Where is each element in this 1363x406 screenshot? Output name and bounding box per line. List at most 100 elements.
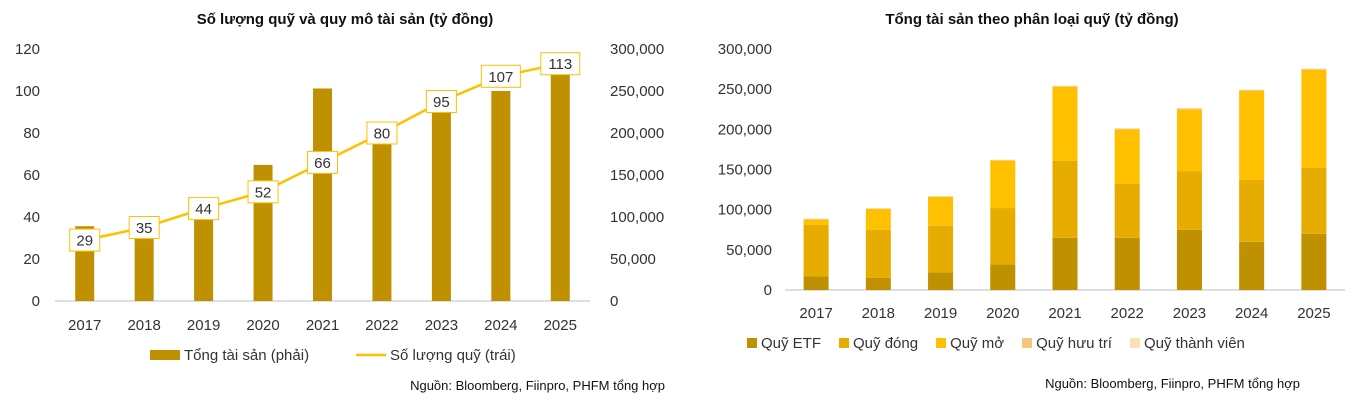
y-tick-label: 150,000 — [718, 162, 772, 179]
x-tick-label: 2017 — [799, 305, 832, 322]
legend-item: Quỹ hưu trí — [1022, 335, 1113, 352]
stacked-bar-segment — [1114, 183, 1140, 238]
stacked-bar-segment — [1239, 89, 1265, 91]
stacked-bar-segment — [865, 229, 891, 278]
y-left-tick-label: 40 — [23, 209, 40, 226]
data-label-box — [128, 216, 160, 239]
total-assets-bar — [372, 133, 392, 301]
stacked-bar-segment — [1114, 128, 1140, 130]
legend-item: Quỹ mở — [936, 335, 1004, 352]
chart-title: Số lượng quỹ và quy mô tài sản (tỷ đồng) — [197, 11, 494, 28]
data-label-box — [540, 52, 581, 76]
legend-label: Quỹ thành viên — [1144, 335, 1245, 352]
data-label-text: 29 — [76, 233, 93, 250]
y-left-tick-label: 20 — [23, 251, 40, 268]
data-label-box — [366, 121, 398, 145]
legend-swatch — [936, 338, 947, 348]
x-tick-label: 2024 — [1235, 305, 1268, 322]
y-left-tick-label: 60 — [23, 167, 40, 184]
stacked-bar-segment — [990, 160, 1016, 161]
x-tick-label: 2022 — [365, 317, 398, 334]
data-label-text: 52 — [255, 184, 272, 201]
source-note: Nguồn: Bloomberg, Fiinpro, PHFM tổng hợp — [410, 378, 665, 393]
x-tick-label: 2025 — [544, 317, 577, 334]
x-tick-label: 2022 — [1111, 305, 1144, 322]
stacked-bar-segment — [1114, 237, 1140, 290]
y-tick-label: 0 — [764, 282, 772, 299]
y-right-tick-label: 50,000 — [610, 251, 656, 268]
x-tick-label: 2023 — [425, 317, 458, 334]
legend-item: Quỹ thành viên — [1129, 335, 1245, 352]
y-right-tick-label: 100,000 — [610, 209, 664, 226]
total-assets-bar — [491, 91, 511, 301]
y-left-tick-label: 120 — [15, 41, 40, 58]
x-tick-label: 2019 — [187, 317, 220, 334]
data-label-box — [307, 150, 338, 174]
data-label-box — [188, 197, 220, 221]
y-left-tick-label: 100 — [15, 83, 40, 100]
chart-title: Tổng tài sản theo phân loại quỹ (tỷ đồng… — [885, 11, 1178, 28]
y-right-tick-label: 150,000 — [610, 167, 664, 184]
y-tick-label: 100,000 — [718, 202, 772, 219]
stacked-bar-segment — [1301, 233, 1327, 290]
x-tick-label: 2025 — [1297, 305, 1330, 322]
total-assets-bar — [134, 238, 154, 301]
legend-item: Quỹ đóng — [839, 335, 918, 352]
stacked-bar-segment — [990, 264, 1016, 290]
fund-count-data-label: 44 — [188, 197, 220, 221]
data-label-box — [69, 228, 101, 252]
y-tick-label: 300,000 — [718, 41, 772, 58]
stacked-bar-segment — [1114, 129, 1140, 184]
x-tick-label: 2018 — [127, 317, 160, 334]
x-tick-label: 2023 — [1173, 305, 1206, 322]
total-assets-bar — [313, 88, 332, 301]
legend-label: Quỹ mở — [950, 335, 1004, 352]
stacked-bar-segment — [928, 272, 954, 290]
stacked-bar-segment — [990, 208, 1016, 265]
x-tick-label: 2019 — [924, 305, 957, 322]
stacked-bar-segment — [990, 160, 1016, 209]
data-label-text: 95 — [433, 94, 450, 111]
fund-count-data-label: 80 — [366, 121, 398, 145]
legend-label: Quỹ hưu trí — [1036, 335, 1113, 352]
legend-swatch — [747, 338, 757, 348]
y-tick-label: 200,000 — [718, 121, 772, 138]
y-right-tick-label: 300,000 — [610, 41, 664, 58]
stacked-bar-segment — [1301, 69, 1327, 168]
legend-fund-count: Số lượng quỹ (trái) — [390, 347, 516, 364]
data-label-box — [480, 64, 521, 88]
stacked-bar-segment — [1176, 229, 1202, 290]
total-assets-bar — [550, 70, 570, 301]
stacked-bar-segment — [1052, 237, 1078, 290]
source-note: Nguồn: Bloomberg, Fiinpro, PHFM tổng hợp — [1045, 376, 1300, 391]
total-assets-bar — [431, 112, 451, 301]
fund-count-data-label: 95 — [425, 90, 457, 113]
y-left-tick-label: 0 — [32, 293, 40, 310]
legend-swatch — [1129, 338, 1140, 348]
y-right-tick-label: 0 — [610, 293, 618, 310]
asset-by-fund-type-chart-svg: Tổng tài sản theo phân loại quỹ (tỷ đồng… — [718, 11, 1345, 391]
x-tick-label: 2017 — [68, 317, 101, 334]
data-label-box — [425, 90, 457, 113]
stacked-bar-segment — [865, 277, 891, 290]
y-right-tick-label: 250,000 — [610, 83, 664, 100]
x-tick-label: 2024 — [484, 317, 517, 334]
legend-swatch — [1022, 338, 1033, 348]
fund-count-asset-chart: Số lượng quỹ và quy mô tài sản (tỷ đồng)… — [15, 11, 665, 393]
x-tick-label: 2020 — [986, 305, 1019, 322]
stacked-bar-segment — [1176, 108, 1202, 110]
legend-label: Quỹ ETF — [761, 335, 821, 352]
stacked-bar-segment — [803, 276, 829, 290]
data-label-text: 35 — [136, 220, 153, 237]
data-label-text: 107 — [488, 69, 513, 86]
data-label-text: 80 — [374, 126, 391, 143]
data-label-box — [247, 180, 279, 204]
y-right-tick-label: 200,000 — [610, 125, 664, 142]
legend-item: Quỹ ETF — [747, 335, 821, 352]
stacked-bar-segment — [928, 196, 954, 226]
legend-total-assets: Tổng tài sản (phải) — [184, 347, 309, 364]
stacked-bar-segment — [1301, 167, 1327, 234]
stacked-bar-segment — [1301, 68, 1327, 70]
stacked-bar-segment — [803, 219, 829, 225]
y-tick-label: 250,000 — [718, 81, 772, 98]
